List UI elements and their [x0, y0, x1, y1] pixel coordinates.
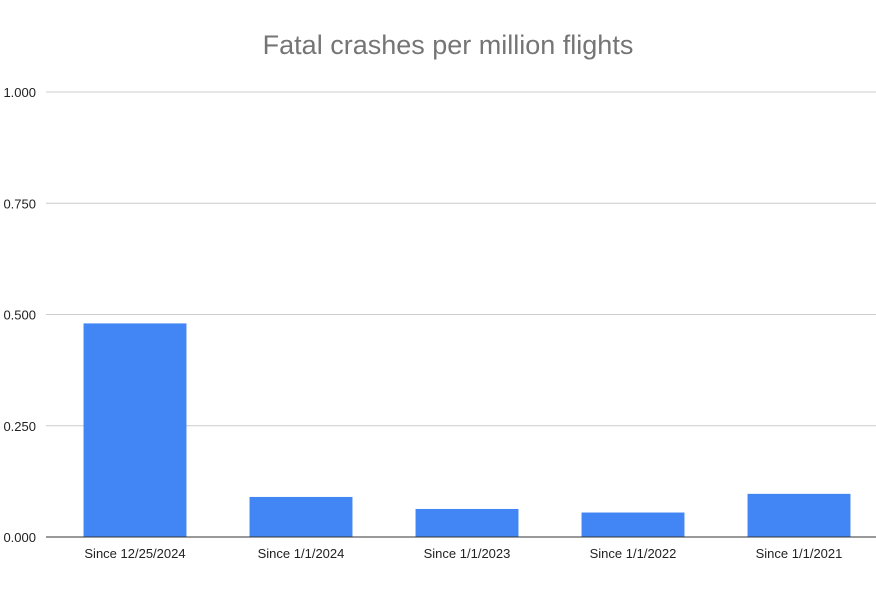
y-tick-label: 0.000: [3, 530, 36, 545]
x-tick-label: Since 1/1/2022: [590, 546, 677, 561]
x-tick-label: Since 1/1/2023: [424, 546, 511, 561]
bar: [83, 323, 187, 537]
bar: [747, 493, 851, 537]
bar: [415, 508, 519, 537]
y-tick-label: 0.500: [3, 308, 36, 323]
x-tick-label: Since 1/1/2024: [258, 546, 345, 561]
x-tick-label: Since 1/1/2021: [756, 546, 843, 561]
x-tick-label: Since 12/25/2024: [84, 546, 185, 561]
y-tick-label: 1.000: [3, 85, 36, 100]
bars: [83, 323, 851, 537]
chart-title: Fatal crashes per million flights: [262, 30, 634, 60]
x-axis-ticks: Since 12/25/2024 Since 1/1/2024 Since 1/1/…: [84, 546, 842, 561]
y-tick-label: 0.250: [3, 419, 36, 434]
y-tick-label: 0.750: [3, 196, 36, 211]
bar: [581, 512, 685, 537]
y-axis-ticks: 0.000 0.250 0.500 0.750 1.000: [3, 85, 36, 545]
bar: [249, 496, 353, 537]
